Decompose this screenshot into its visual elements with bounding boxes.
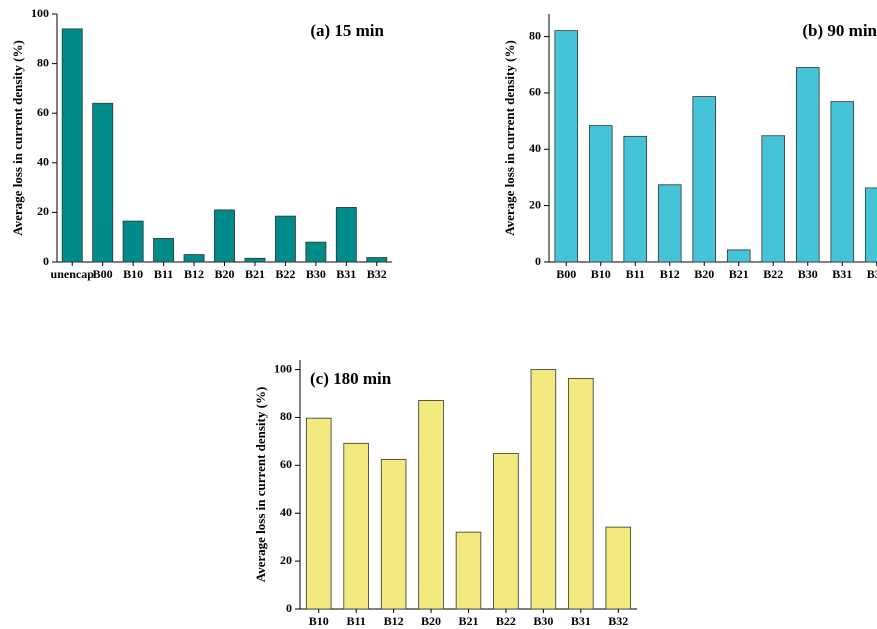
x-tick-label: B00 — [556, 267, 576, 281]
x-tick-label: B21 — [245, 267, 265, 281]
y-tick-label: 20 — [280, 553, 292, 567]
bar — [183, 254, 205, 263]
bar — [274, 215, 296, 263]
x-tick-label: B11 — [626, 267, 645, 281]
bar — [343, 442, 369, 610]
x-tick-label: B32 — [867, 267, 877, 281]
bar — [366, 257, 388, 263]
y-tick-label: 40 — [529, 141, 541, 155]
bar — [380, 458, 407, 610]
y-axis-label: Average loss in current density (%) — [253, 387, 268, 583]
y-tick-label: 80 — [529, 28, 541, 42]
y-tick-label: 80 — [280, 409, 292, 423]
x-tick-label: B12 — [384, 614, 404, 628]
x-tick-label: B32 — [608, 614, 628, 628]
x-tick-label: B11 — [154, 267, 173, 281]
x-tick-label: B21 — [729, 267, 749, 281]
bar — [761, 135, 786, 263]
x-tick-label: B00 — [93, 267, 113, 281]
bar — [864, 187, 877, 263]
x-tick-label: B31 — [571, 614, 591, 628]
y-tick-label: 0 — [286, 601, 292, 615]
bar — [122, 220, 144, 263]
chart-title: (a) 15 min — [310, 21, 384, 40]
bar — [830, 101, 855, 263]
x-tick-label: B21 — [458, 614, 478, 628]
bar — [305, 417, 332, 610]
y-tick-label: 60 — [37, 105, 49, 119]
bar — [214, 209, 235, 263]
y-tick-label: 20 — [529, 197, 541, 211]
bar — [418, 400, 444, 610]
x-tick-label: B32 — [367, 267, 387, 281]
y-tick-label: 100 — [274, 361, 292, 375]
x-tick-label: B20 — [214, 267, 234, 281]
chart-title: (c) 180 min — [310, 369, 392, 388]
x-tick-label: B31 — [336, 267, 356, 281]
bar — [657, 184, 682, 263]
bar — [493, 452, 519, 610]
bar — [588, 125, 613, 263]
bar — [455, 531, 482, 610]
x-tick-label: B12 — [184, 267, 204, 281]
y-tick-label: 40 — [280, 505, 292, 519]
x-tick-label: B22 — [496, 614, 516, 628]
x-tick-label: B10 — [123, 267, 143, 281]
bar — [92, 102, 114, 263]
x-tick-label: B30 — [798, 267, 818, 281]
x-tick-label: B12 — [660, 267, 680, 281]
y-tick-label: 0 — [43, 254, 49, 268]
bar — [692, 96, 717, 263]
x-tick-label: B11 — [346, 614, 365, 628]
x-tick-label: B31 — [832, 267, 852, 281]
y-tick-label: 20 — [37, 204, 49, 218]
x-tick-label: B22 — [763, 267, 783, 281]
y-tick-label: 60 — [280, 457, 292, 471]
bar — [153, 238, 175, 263]
y-tick-label: 80 — [37, 55, 49, 69]
x-tick-label: B10 — [309, 614, 329, 628]
y-axis-label: Average loss in current density (%) — [10, 40, 25, 236]
y-tick-label: 60 — [529, 85, 541, 99]
bar — [795, 67, 820, 263]
bar — [726, 249, 751, 263]
chart-title: (b) 90 min — [802, 21, 877, 40]
bar — [605, 526, 632, 610]
x-tick-label: unencap — [51, 267, 95, 281]
x-tick-label: B30 — [533, 614, 553, 628]
y-axis-label: Average loss in current density (%) — [502, 40, 517, 236]
bar — [244, 257, 266, 263]
y-tick-label: 0 — [535, 254, 541, 268]
bar — [530, 369, 557, 610]
bar — [335, 207, 357, 263]
y-tick-label: 40 — [37, 155, 49, 169]
x-tick-label: B10 — [591, 267, 611, 281]
bar — [623, 135, 648, 263]
y-tick-label: 100 — [31, 6, 49, 20]
bar — [554, 30, 579, 263]
x-tick-label: B20 — [694, 267, 714, 281]
bar — [568, 378, 594, 610]
x-tick-label: B20 — [421, 614, 441, 628]
bar — [61, 28, 83, 263]
x-tick-label: B30 — [306, 267, 326, 281]
x-tick-label: B22 — [275, 267, 295, 281]
bar — [305, 241, 327, 263]
